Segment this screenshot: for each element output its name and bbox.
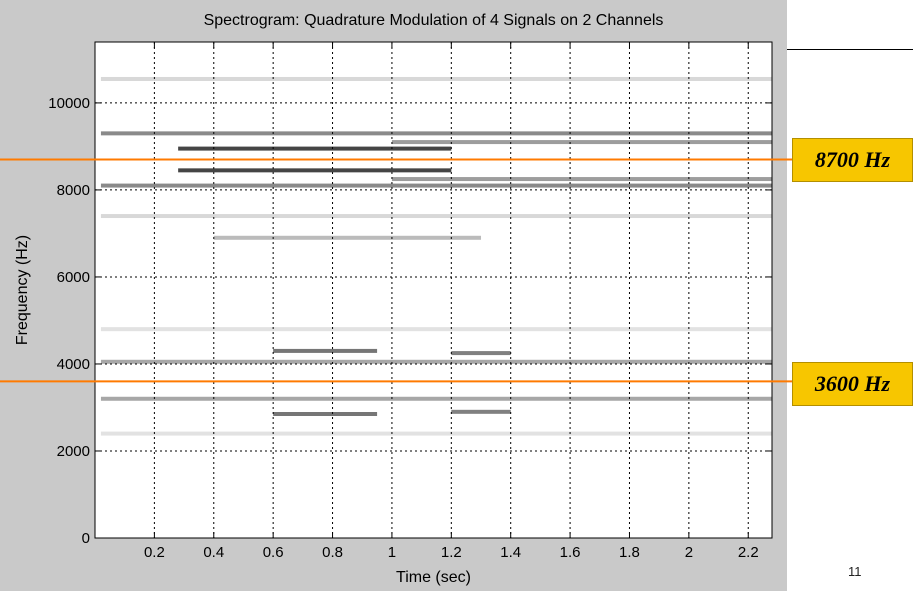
spectral-band-15 <box>100 327 772 332</box>
y-axis-label: Frequency (Hz) <box>14 235 31 345</box>
y-tick-label-3: 6000 <box>57 269 90 286</box>
x-tick-label-4: 1 <box>388 544 396 561</box>
spectral-band-9 <box>273 412 378 416</box>
spectral-band-7 <box>100 396 772 401</box>
spectral-band-6 <box>100 359 772 364</box>
marker-label-3600-hz: 3600 Hz <box>792 362 913 406</box>
spectral-band-8 <box>273 348 378 353</box>
x-tick-label-3: 0.8 <box>322 544 343 561</box>
spectral-band-3 <box>178 168 452 173</box>
y-tick-label-5: 10000 <box>48 95 90 112</box>
spectral-bands <box>100 76 772 436</box>
spectral-band-5 <box>391 177 772 182</box>
plot-frame <box>94 41 773 539</box>
spectral-band-4 <box>391 140 772 145</box>
x-tick-label-8: 1.8 <box>619 544 640 561</box>
x-tick-label-7: 1.6 <box>560 544 581 561</box>
y-tick-label-2: 4000 <box>57 356 90 373</box>
y-tick-label-4: 8000 <box>57 182 90 199</box>
x-tick-label-1: 0.4 <box>203 544 224 561</box>
x-tick-label-5: 1.2 <box>441 544 462 561</box>
spectral-band-10 <box>451 351 511 356</box>
spectral-band-1 <box>100 183 772 188</box>
spectral-band-2 <box>178 146 452 151</box>
x-axis-label: Time (sec) <box>396 569 471 586</box>
y-tick-label-0: 0 <box>82 530 90 547</box>
spectral-band-0 <box>100 131 772 136</box>
x-tick-label-0: 0.2 <box>144 544 165 561</box>
spectral-band-14 <box>213 235 482 240</box>
marker-label-8700-hz: 8700 Hz <box>792 138 913 182</box>
spectral-band-11 <box>451 409 511 414</box>
spectral-band-13 <box>100 214 772 219</box>
slide-header-rule <box>787 49 913 50</box>
x-tick-label-10: 2.2 <box>738 544 759 561</box>
x-tick-label-6: 1.4 <box>500 544 521 561</box>
spectral-band-12 <box>100 76 772 81</box>
x-tick-label-9: 2 <box>685 544 693 561</box>
y-tick-label-1: 2000 <box>57 443 90 460</box>
x-tick-label-2: 0.6 <box>263 544 284 561</box>
plot-area <box>95 42 772 538</box>
page-number: 11 <box>848 564 862 579</box>
spectral-band-16 <box>100 431 772 436</box>
chart-title: Spectrogram: Quadrature Modulation of 4 … <box>203 12 664 29</box>
